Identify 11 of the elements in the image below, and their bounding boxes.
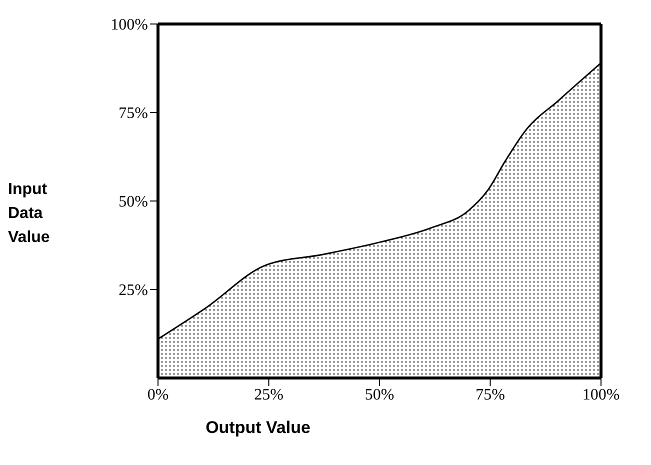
x-tick-label: 100% [582,386,620,404]
y-axis-title: Input Data Value [8,180,51,248]
x-tick-label: 25% [254,386,284,404]
y-tick-label: 50% [118,194,148,211]
y-tick-label: 75% [118,105,148,122]
y-tick-label: 100% [110,16,148,34]
x-axis-title: Output Value [204,418,312,438]
x-tick-label: 0% [147,386,169,404]
y-tick-label: 25% [118,282,148,300]
x-tick-label: 50% [364,386,394,404]
x-tick-label: 75% [476,386,505,404]
